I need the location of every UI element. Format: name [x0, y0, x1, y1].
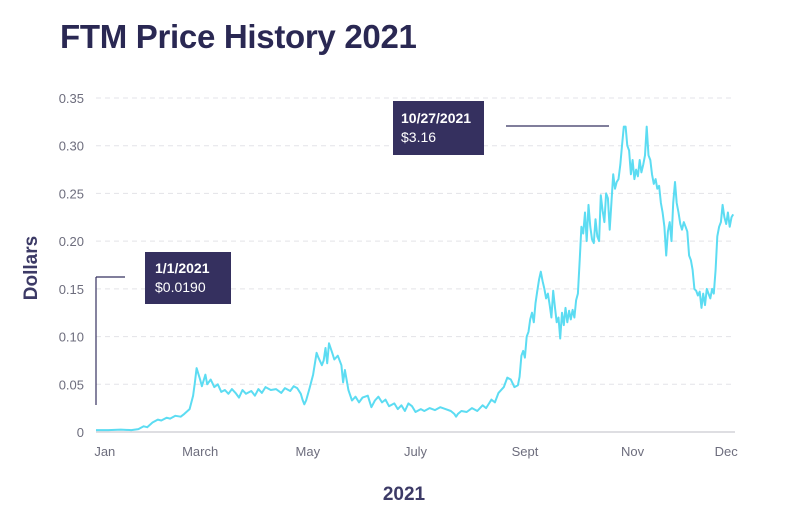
- price-series: [96, 125, 735, 432]
- x-tick-label: Sept: [512, 444, 539, 459]
- annotation-value: $3.16: [401, 129, 436, 145]
- x-tick-labels: Jan March May July Sept Nov Dec: [94, 444, 738, 459]
- annotations: 1/1/2021 $0.0190 10/27/2021 $3.16: [95, 101, 609, 405]
- x-tick-label: March: [182, 444, 218, 459]
- annotation-box: [145, 252, 231, 304]
- y-tick-label: 0.25: [59, 186, 84, 201]
- y-tick-label: 0.35: [59, 91, 84, 106]
- y-tick-label: 0: [77, 425, 84, 440]
- x-tick-label: Jan: [94, 444, 115, 459]
- annotation-date: 1/1/2021: [155, 260, 210, 276]
- y-tick-label: 0.15: [59, 282, 84, 297]
- annotation-value: $0.0190: [155, 279, 206, 295]
- x-axis-title: 2021: [383, 484, 426, 505]
- annotation-date: 10/27/2021: [401, 110, 471, 126]
- y-tick-labels: 0 0.05 0.10 0.15 0.20 0.25 0.30 0.35: [59, 91, 84, 440]
- annotation-box: [393, 101, 484, 155]
- annotation-start: 1/1/2021 $0.0190: [95, 252, 231, 405]
- y-tick-label: 0.30: [59, 139, 84, 154]
- y-tick-label: 0.05: [59, 377, 84, 392]
- y-tick-label: 0.20: [59, 234, 84, 249]
- annotation-peak: 10/27/2021 $3.16: [393, 101, 609, 155]
- x-tick-label: Nov: [621, 444, 645, 459]
- x-tick-label: Dec: [715, 444, 739, 459]
- x-tick-label: July: [404, 444, 428, 459]
- chart-title: FTM Price History 2021: [60, 18, 417, 55]
- y-axis-title: Dollars: [21, 236, 42, 300]
- x-tick-label: May: [296, 444, 321, 459]
- price-line: [96, 125, 735, 432]
- y-tick-label: 0.10: [59, 330, 84, 345]
